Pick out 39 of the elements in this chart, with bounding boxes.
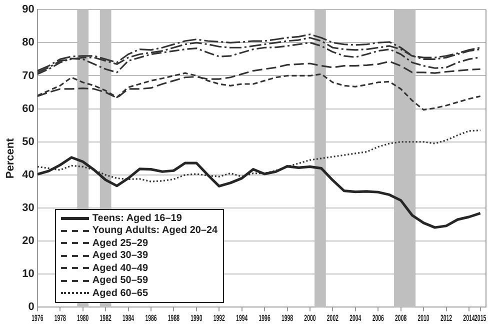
x-tick-label: 2014 (463, 312, 476, 324)
y-tick-label: 20 (22, 235, 34, 248)
legend-label: Aged 50–59 (92, 275, 148, 286)
y-tick-label: 10 (22, 268, 34, 280)
legend-label: Aged 60–65 (92, 288, 148, 299)
x-tick-label: 2012 (440, 312, 452, 324)
x-tick-label: 2010 (418, 312, 430, 324)
legend-label: Aged 40–49 (92, 262, 148, 274)
y-tick-label: 70 (22, 70, 34, 82)
x-tick-label: 1996 (258, 312, 270, 324)
x-tick-label: 1976 (32, 312, 44, 324)
legend-label: Aged 25–29 (92, 238, 148, 249)
y-tick-label: 50 (22, 136, 34, 148)
x-tick-label: 2002 (326, 312, 338, 324)
x-tick-label: 2004 (350, 312, 362, 324)
x-tick-label: 1994 (236, 312, 248, 324)
y-tick-label: 60 (22, 102, 34, 115)
x-tick-label: 1986 (145, 312, 157, 324)
legend-label: Young Adults: Aged 20–24 (92, 225, 218, 236)
x-tick-label: 1980 (77, 312, 89, 324)
x-tick-label: 1990 (190, 312, 202, 324)
y-tick-label: 80 (22, 36, 34, 49)
y-tick-label: 40 (22, 168, 34, 181)
x-tick-label: 1982 (100, 312, 112, 324)
legend-label: Teens: Aged 16–19 (92, 212, 182, 224)
x-tick-label: 2006 (372, 312, 384, 324)
x-tick-label: 1998 (281, 312, 294, 324)
x-tick-label: 1984 (122, 312, 135, 324)
x-tick-label: 1992 (213, 312, 225, 324)
y-axis-title: Percent (4, 138, 17, 179)
x-tick-label: 1988 (168, 312, 180, 324)
x-tick-label: 2015 (474, 312, 486, 324)
x-tick-label: 2000 (304, 312, 316, 324)
y-tick-label: 90 (22, 4, 34, 16)
y-tick-label: 30 (22, 202, 34, 214)
x-tick-label: 1978 (54, 312, 66, 324)
legend-label: Aged 30–39 (92, 250, 148, 262)
x-tick-label: 2008 (395, 312, 407, 324)
y-tick-label: 0 (28, 301, 34, 314)
